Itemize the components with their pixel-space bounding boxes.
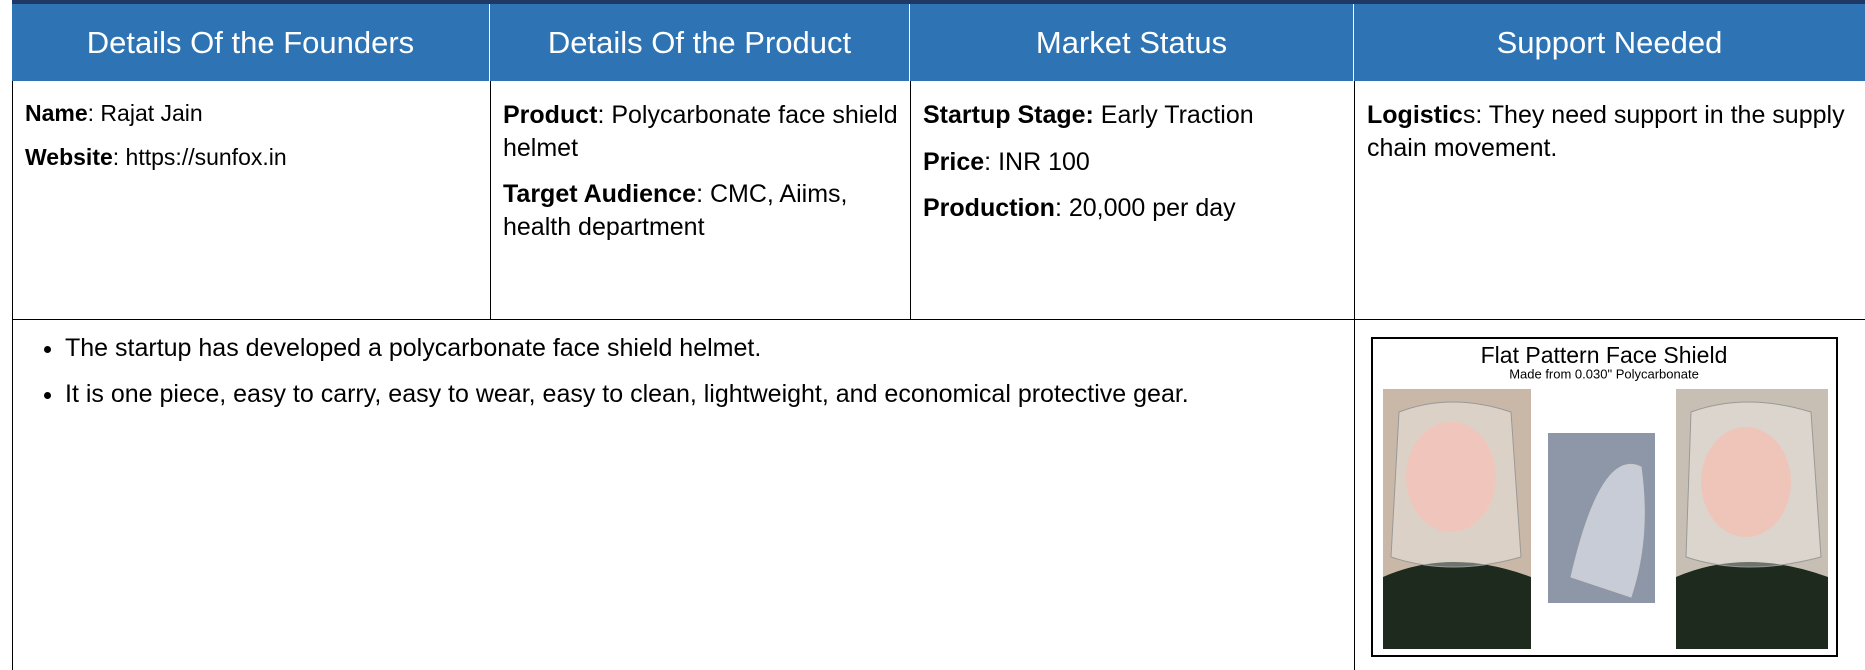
field: Price: INR 100 xyxy=(923,146,1342,179)
shield xyxy=(1570,463,1645,598)
founders-cell: Name: Rajat Jain Website: https://sunfox.… xyxy=(12,81,490,320)
face xyxy=(1406,422,1496,532)
shield xyxy=(1390,401,1522,568)
header-cell: Market Status xyxy=(910,4,1354,81)
header-cell: Details Of the Product xyxy=(490,4,910,81)
field-value: : INR 100 xyxy=(984,147,1090,176)
header-cell: Support Needed xyxy=(1354,4,1865,81)
shirt xyxy=(1383,562,1531,649)
bullet: It is one piece, easy to carry, easy to … xyxy=(65,378,1340,412)
image-cell xyxy=(1354,320,1865,670)
field: Production: 20,000 per day xyxy=(923,192,1342,225)
field-value: : 20,000 per day xyxy=(1054,194,1236,222)
field: Startup Stage: Early Traction xyxy=(923,99,1342,132)
bullet-list: The startup has developed a polycarbonat… xyxy=(21,332,1340,412)
field-label: Target Audience xyxy=(503,180,697,208)
field-label: Production xyxy=(923,194,1055,222)
field-label: Name xyxy=(25,100,88,126)
image-subtitle: Made from 0.030" Polycarbonate xyxy=(1509,366,1699,381)
field: Product: Polycarbonate face shield helme… xyxy=(503,99,898,164)
field-value: : https://sunfox.in xyxy=(112,143,287,170)
field-value: : Rajat Jain xyxy=(87,100,203,126)
field: Logistics: They need support in the supp… xyxy=(1367,99,1853,164)
field-value: : CMC, Aiims, health department xyxy=(503,180,848,241)
top-border xyxy=(12,0,1865,4)
field-label: Startup Stage: xyxy=(923,101,1094,129)
field-label: Price xyxy=(923,147,985,176)
face xyxy=(1701,427,1791,537)
bullets-cell: The startup has developed a polycarbonat… xyxy=(12,320,1354,670)
field-label: Website xyxy=(25,143,113,170)
field-label: Product xyxy=(503,101,598,129)
field: Name: Rajat Jain xyxy=(25,99,478,129)
field-label: Logistic xyxy=(1367,101,1463,129)
bullet: The startup has developed a polycarbonat… xyxy=(65,332,1340,366)
field-value: Early Traction xyxy=(1093,101,1254,129)
header-cell: Details Of the Founders xyxy=(12,4,490,81)
field: Target Audience: CMC, Aiims, health depa… xyxy=(503,178,898,243)
field: Website: https://sunfox.in xyxy=(25,143,478,173)
product-cell: Product: Polycarbonate face shield helme… xyxy=(490,81,910,320)
field-value: : Polycarbonate face shield helmet xyxy=(503,101,898,162)
face-shield-image: Flat Pattern Face Shield Made from 0.030… xyxy=(1371,337,1838,657)
shirt xyxy=(1676,562,1828,649)
image-title: Flat Pattern Face Shield xyxy=(1481,342,1728,368)
support-cell: Logistics: They need support in the supp… xyxy=(1354,81,1865,320)
shield xyxy=(1685,401,1822,568)
field-value: s: They need support in the supply chain… xyxy=(1367,101,1845,162)
market-cell: Startup Stage: Early Traction Price: INR … xyxy=(910,81,1354,320)
